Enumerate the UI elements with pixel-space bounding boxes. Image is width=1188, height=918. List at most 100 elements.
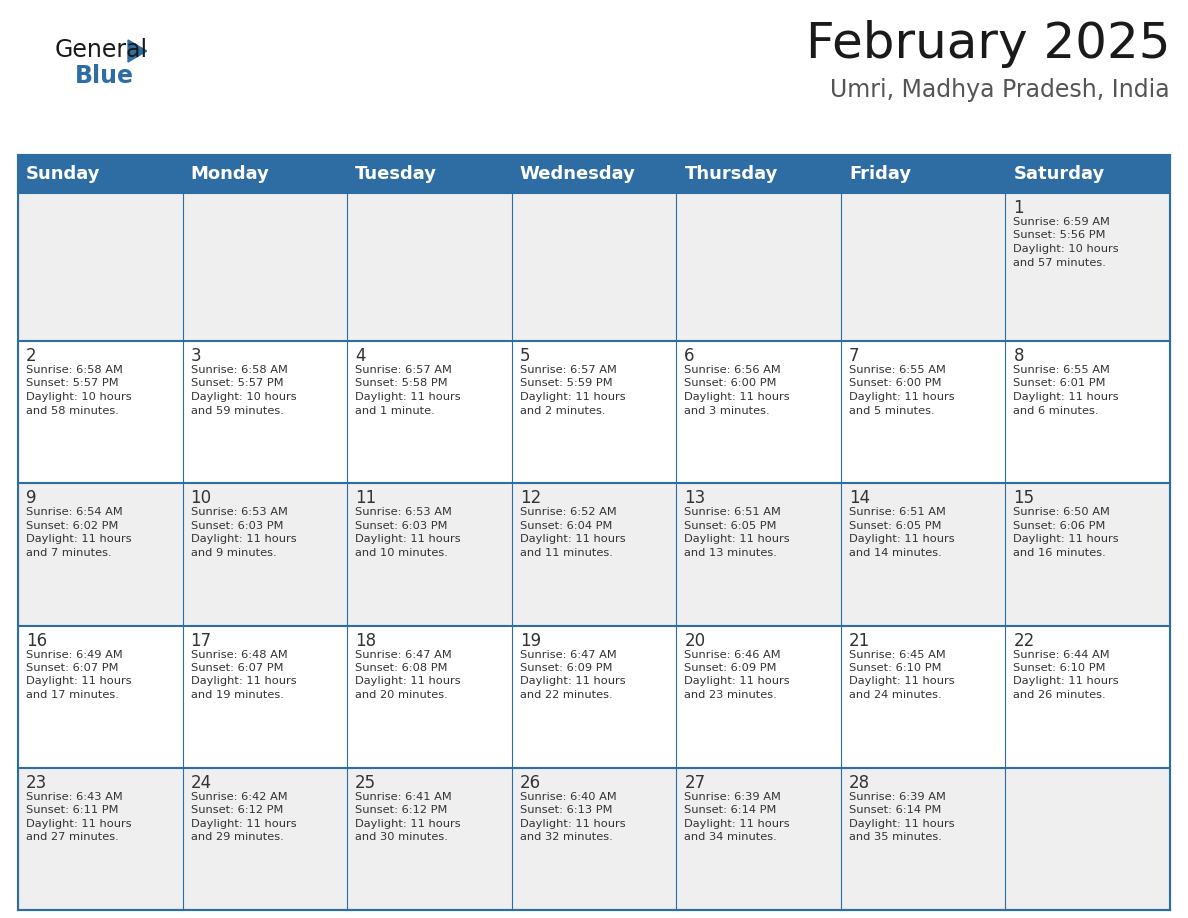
Bar: [512, 155, 676, 193]
Bar: [183, 193, 347, 341]
Text: Daylight: 11 hours: Daylight: 11 hours: [355, 677, 461, 687]
Bar: [183, 483, 347, 625]
Bar: [183, 155, 347, 193]
Text: Sunset: 6:06 PM: Sunset: 6:06 PM: [1013, 521, 1106, 531]
Text: and 16 minutes.: and 16 minutes.: [1013, 548, 1106, 558]
Bar: [18, 625, 183, 767]
Text: Daylight: 11 hours: Daylight: 11 hours: [519, 392, 625, 402]
Text: Daylight: 11 hours: Daylight: 11 hours: [355, 534, 461, 544]
Text: 17: 17: [190, 632, 211, 650]
Text: and 35 minutes.: and 35 minutes.: [849, 833, 942, 842]
Text: Sunset: 6:09 PM: Sunset: 6:09 PM: [684, 663, 777, 673]
Text: Sunrise: 6:59 AM: Sunrise: 6:59 AM: [1013, 217, 1111, 227]
Text: Daylight: 11 hours: Daylight: 11 hours: [519, 677, 625, 687]
Text: Daylight: 11 hours: Daylight: 11 hours: [849, 677, 954, 687]
Bar: [676, 625, 841, 767]
Text: Daylight: 11 hours: Daylight: 11 hours: [684, 534, 790, 544]
Text: Sunrise: 6:40 AM: Sunrise: 6:40 AM: [519, 791, 617, 801]
Bar: [18, 483, 183, 625]
Bar: [512, 341, 676, 483]
Polygon shape: [128, 40, 146, 62]
Text: Monday: Monday: [191, 165, 270, 183]
Text: and 6 minutes.: and 6 minutes.: [1013, 406, 1099, 416]
Text: and 26 minutes.: and 26 minutes.: [1013, 690, 1106, 700]
Text: Sunrise: 6:57 AM: Sunrise: 6:57 AM: [355, 365, 451, 375]
Bar: [676, 193, 841, 341]
Text: and 11 minutes.: and 11 minutes.: [519, 548, 613, 558]
Text: Sunset: 6:04 PM: Sunset: 6:04 PM: [519, 521, 612, 531]
Bar: [841, 341, 1005, 483]
Bar: [18, 155, 1170, 193]
Text: Sunset: 6:07 PM: Sunset: 6:07 PM: [26, 663, 119, 673]
Text: Sunrise: 6:52 AM: Sunrise: 6:52 AM: [519, 508, 617, 517]
Text: 27: 27: [684, 774, 706, 791]
Text: 15: 15: [1013, 489, 1035, 508]
Text: 13: 13: [684, 489, 706, 508]
Text: Sunrise: 6:46 AM: Sunrise: 6:46 AM: [684, 650, 781, 659]
Text: Sunrise: 6:44 AM: Sunrise: 6:44 AM: [1013, 650, 1110, 659]
Text: and 1 minute.: and 1 minute.: [355, 406, 435, 416]
Text: Daylight: 11 hours: Daylight: 11 hours: [190, 819, 296, 829]
Text: and 23 minutes.: and 23 minutes.: [684, 690, 777, 700]
Text: Sunset: 6:12 PM: Sunset: 6:12 PM: [355, 805, 448, 815]
Text: and 29 minutes.: and 29 minutes.: [190, 833, 283, 842]
Bar: [1005, 767, 1170, 910]
Bar: [841, 155, 1005, 193]
Bar: [512, 767, 676, 910]
Text: Sunrise: 6:48 AM: Sunrise: 6:48 AM: [190, 650, 287, 659]
Text: 12: 12: [519, 489, 541, 508]
Text: Daylight: 11 hours: Daylight: 11 hours: [684, 392, 790, 402]
Text: Thursday: Thursday: [684, 165, 778, 183]
Text: 23: 23: [26, 774, 48, 791]
Bar: [512, 483, 676, 625]
Bar: [183, 341, 347, 483]
Text: Daylight: 10 hours: Daylight: 10 hours: [1013, 244, 1119, 254]
Bar: [1005, 341, 1170, 483]
Text: Sunset: 5:56 PM: Sunset: 5:56 PM: [1013, 230, 1106, 241]
Text: 24: 24: [190, 774, 211, 791]
Text: Sunset: 5:58 PM: Sunset: 5:58 PM: [355, 378, 448, 388]
Text: Wednesday: Wednesday: [520, 165, 636, 183]
Text: Daylight: 11 hours: Daylight: 11 hours: [1013, 534, 1119, 544]
Text: Sunrise: 6:58 AM: Sunrise: 6:58 AM: [190, 365, 287, 375]
Bar: [18, 767, 183, 910]
Bar: [1005, 193, 1170, 341]
Text: Sunset: 6:14 PM: Sunset: 6:14 PM: [849, 805, 941, 815]
Bar: [347, 483, 512, 625]
Text: and 7 minutes.: and 7 minutes.: [26, 548, 112, 558]
Text: 28: 28: [849, 774, 870, 791]
Text: and 57 minutes.: and 57 minutes.: [1013, 258, 1106, 267]
Text: Sunrise: 6:42 AM: Sunrise: 6:42 AM: [190, 791, 287, 801]
Text: and 13 minutes.: and 13 minutes.: [684, 548, 777, 558]
Text: 4: 4: [355, 347, 366, 365]
Bar: [18, 193, 183, 341]
Text: Sunrise: 6:39 AM: Sunrise: 6:39 AM: [684, 791, 782, 801]
Bar: [512, 193, 676, 341]
Text: Daylight: 11 hours: Daylight: 11 hours: [519, 819, 625, 829]
Text: Sunrise: 6:51 AM: Sunrise: 6:51 AM: [849, 508, 946, 517]
Bar: [347, 341, 512, 483]
Bar: [676, 483, 841, 625]
Text: Friday: Friday: [849, 165, 911, 183]
Bar: [1005, 483, 1170, 625]
Text: Tuesday: Tuesday: [355, 165, 437, 183]
Text: 22: 22: [1013, 632, 1035, 650]
Bar: [841, 483, 1005, 625]
Text: and 14 minutes.: and 14 minutes.: [849, 548, 942, 558]
Text: Sunrise: 6:45 AM: Sunrise: 6:45 AM: [849, 650, 946, 659]
Text: Sunrise: 6:58 AM: Sunrise: 6:58 AM: [26, 365, 122, 375]
Text: General: General: [55, 38, 148, 62]
Text: Sunset: 6:02 PM: Sunset: 6:02 PM: [26, 521, 119, 531]
Text: Daylight: 11 hours: Daylight: 11 hours: [684, 819, 790, 829]
Bar: [18, 341, 183, 483]
Text: 7: 7: [849, 347, 859, 365]
Text: Daylight: 11 hours: Daylight: 11 hours: [1013, 392, 1119, 402]
Text: Sunrise: 6:55 AM: Sunrise: 6:55 AM: [849, 365, 946, 375]
Text: Daylight: 11 hours: Daylight: 11 hours: [355, 392, 461, 402]
Text: and 3 minutes.: and 3 minutes.: [684, 406, 770, 416]
Text: and 34 minutes.: and 34 minutes.: [684, 833, 777, 842]
Text: Daylight: 11 hours: Daylight: 11 hours: [849, 819, 954, 829]
Text: and 27 minutes.: and 27 minutes.: [26, 833, 119, 842]
Text: and 20 minutes.: and 20 minutes.: [355, 690, 448, 700]
Text: Sunrise: 6:47 AM: Sunrise: 6:47 AM: [519, 650, 617, 659]
